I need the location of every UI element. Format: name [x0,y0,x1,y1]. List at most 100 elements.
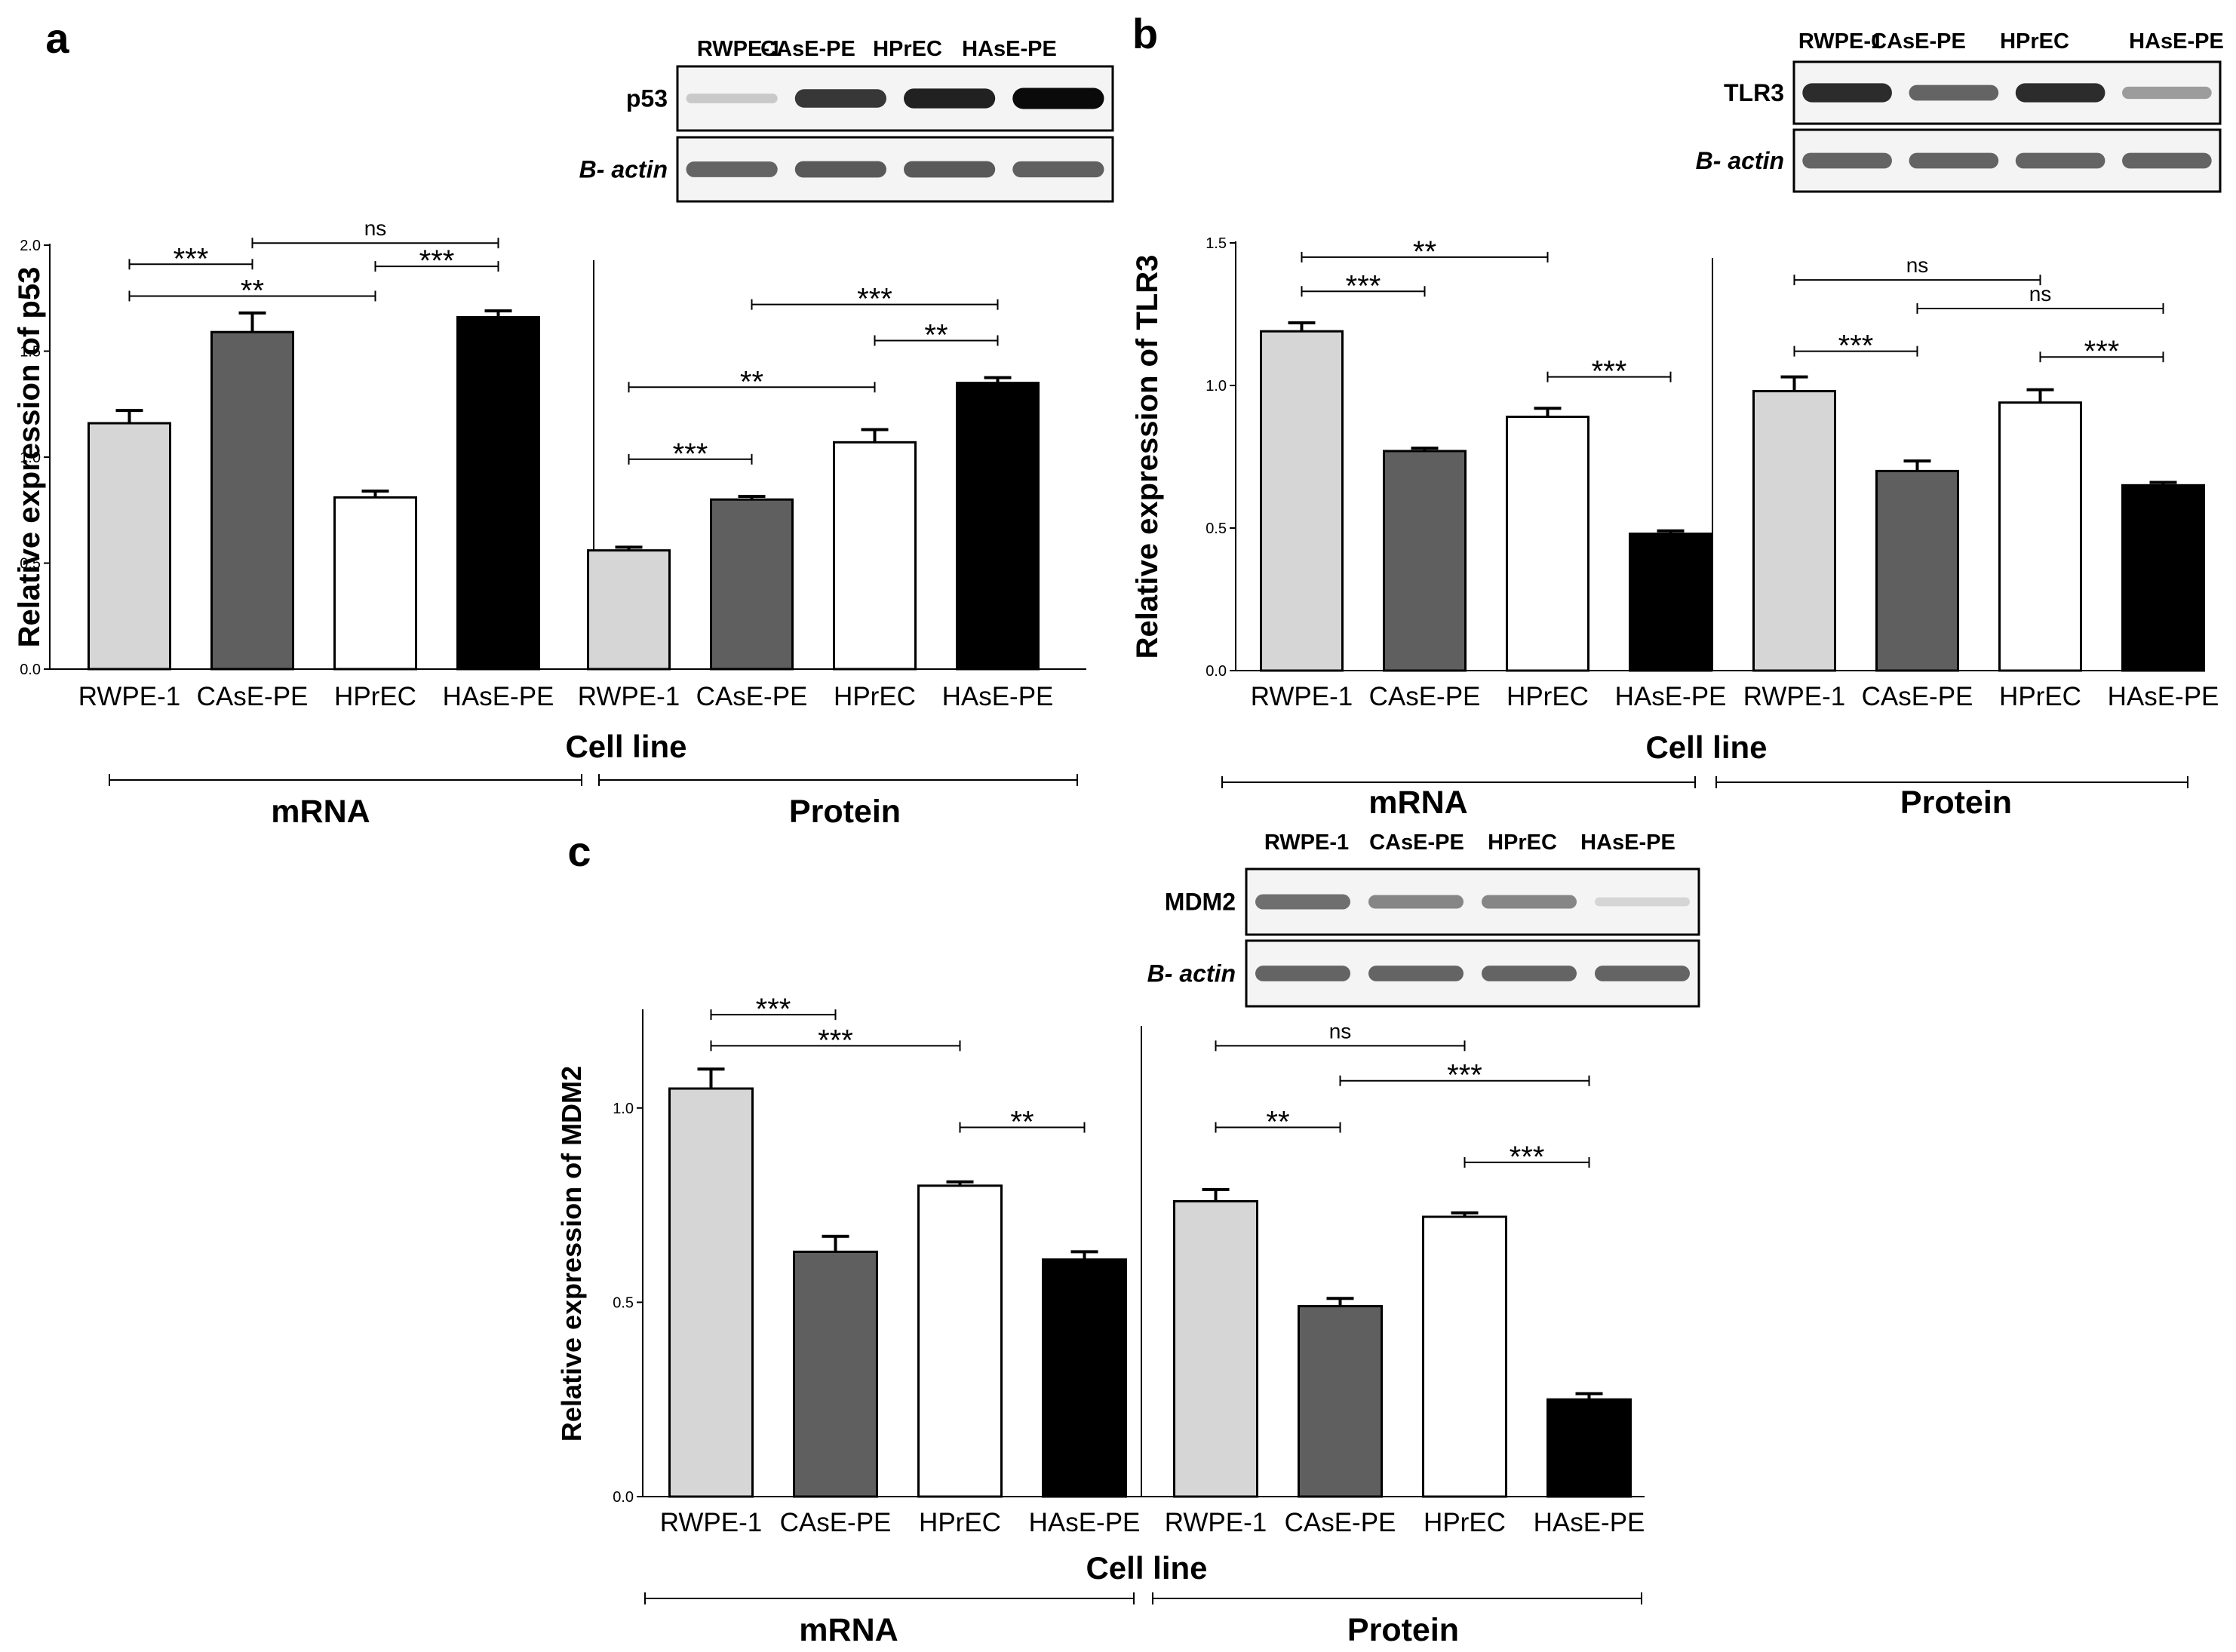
significance-label: *** [756,993,791,1026]
significance-label: ns [1906,253,1929,277]
significance-label: *** [419,244,455,278]
blot-lane-label: HAsE-PE [1580,831,1675,855]
significance-label: *** [818,1024,853,1057]
category-label: HAsE-PE [443,682,554,711]
bar-protein-3 [2121,484,2205,672]
bar-mrna-0 [668,1087,754,1498]
y-tick-label: 0.5 [613,1294,634,1311]
significance-label: *** [2084,335,2120,368]
blot-band [1595,966,1690,981]
blot-band [794,89,886,108]
blot-band [904,88,996,109]
significance-label: *** [1510,1141,1545,1174]
panel-letter: a [45,14,69,62]
category-label: CAsE-PE [1285,1508,1396,1537]
blot-lane-label: RWPE-1 [1264,831,1349,855]
significance-label: *** [1838,330,1874,363]
panel-b: b 0.0 0.5 1.0 1.5 Relative expression of TLR3… [1131,10,2224,821]
category-label: HPrEC [334,682,416,711]
blot-lane-label: HAsE-PE [2129,29,2224,54]
category-label: RWPE-1 [1251,682,1353,711]
category-label: CAsE-PE [1369,682,1481,711]
bar-protein-0 [587,549,671,671]
blot-band [2015,152,2105,169]
significance-label: *** [673,438,708,471]
significance-label: ** [241,274,264,307]
group-label-mrna: mRNA [799,1612,898,1648]
blot-row-label: B- actin [579,156,668,183]
category-label: HAsE-PE [2108,682,2219,711]
y-axis-label: Relative expression of MDM2 [556,1066,587,1442]
y-tick-label: 0.5 [1206,520,1227,537]
blot-band [1802,83,1892,103]
category-label: HPrEC [1507,682,1589,711]
blot-band [686,94,778,103]
blot-row-label: TLR3 [1724,79,1784,106]
category-label: HPrEC [919,1508,1001,1537]
significance-label: ns [1329,1019,1352,1042]
category-label: RWPE-1 [578,682,680,711]
bar-mrna-2 [917,1184,1003,1498]
significance-label: ** [1413,235,1436,269]
category-label: RWPE-1 [78,682,181,711]
significance-label: ns [364,216,387,240]
bar-protein-1 [1298,1305,1383,1498]
x-axis-label: Cell line [565,729,686,764]
y-tick-label: 1.0 [613,1101,634,1117]
blot-band [1909,84,1999,101]
y-tick-label: 1.0 [20,450,41,466]
blot-band [1909,152,1999,169]
category-label: HAsE-PE [942,682,1054,711]
group-label-protein: Protein [1347,1612,1459,1648]
bar-mrna-2 [333,496,417,671]
panel-a: a 0.0 0.5 1.0 1.5 2.0 Relative expression of p… [13,14,1114,830]
blot-row-label: B- actin [1147,960,1236,987]
y-tick-label: 2.0 [20,238,41,254]
bar-mrna-1 [793,1250,878,1498]
category-label: CAsE-PE [197,682,309,711]
blot-band [1368,895,1464,909]
panel-letter: b [1132,10,1158,57]
blot-lane-label: HPrEC [873,37,942,61]
bar-protein-0 [1173,1199,1258,1498]
y-tick-label: 0.5 [20,556,41,573]
blot-band [2122,86,2212,100]
blot-band [1368,966,1464,981]
bar-protein-2 [833,441,917,671]
panel-c: c 0.0 0.5 1.0 Relative expression of MDM2 RWP… [556,828,1700,1648]
category-label: HPrEC [834,682,916,711]
x-axis-label: Cell line [1645,729,1767,765]
group-label-mrna: mRNA [271,794,370,830]
bar-protein-0 [1752,390,1836,672]
category-label: HPrEC [1424,1508,1506,1537]
bar-mrna-1 [210,330,294,671]
western-blot: RWPE-1 CAsE-PE HPrEC HAsE-PE MDM2 B- actin [1147,831,1700,1008]
category-label: CAsE-PE [780,1508,892,1537]
category-label: HAsE-PE [1615,682,1727,711]
blot-lane-label: HPrEC [1488,831,1557,855]
group-label-protein: Protein [1900,785,2012,821]
significance-label: ** [1010,1106,1034,1139]
significance-label: *** [174,242,209,275]
blot-band [1482,895,1577,909]
category-label: HAsE-PE [1534,1508,1645,1537]
blot-band [904,161,996,178]
bar-protein-2 [1998,401,2082,672]
blot-band [1012,161,1104,178]
significance-label: *** [1346,269,1381,302]
bar-mrna-3 [456,316,540,671]
blot-lane-label: CAsE-PE [760,37,855,61]
y-tick-label: 0.0 [1206,663,1227,680]
y-axis-label: Relative expression of p53 [13,267,46,648]
bar-protein-3 [1546,1398,1632,1498]
bar-mrna-2 [1506,416,1589,672]
category-label: CAsE-PE [696,682,808,711]
bar-protein-3 [956,382,1040,671]
bar-mrna-3 [1042,1258,1127,1498]
significance-label: ** [740,365,763,398]
bar-mrna-1 [1383,450,1467,672]
bar-protein-2 [1422,1215,1507,1498]
